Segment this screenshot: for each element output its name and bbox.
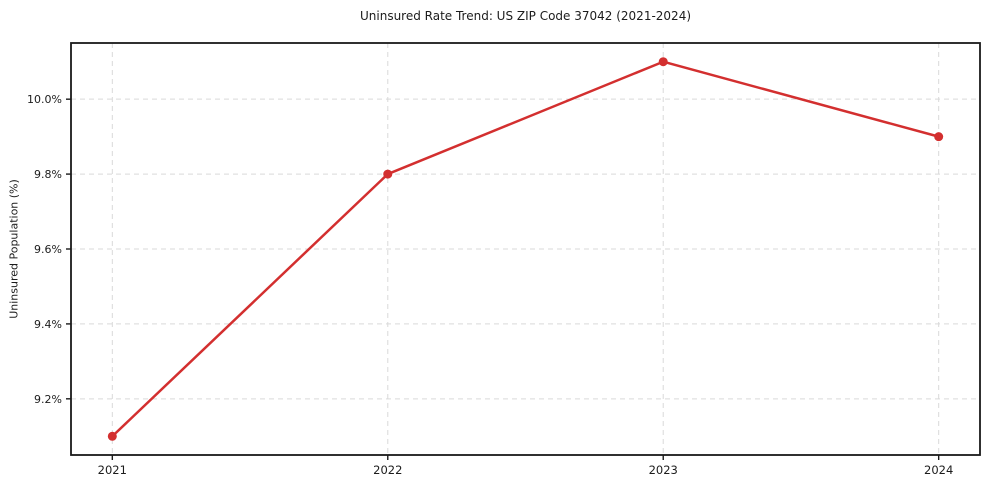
y-tick-label: 9.8%	[34, 168, 62, 181]
x-tick-label: 2023	[649, 463, 678, 477]
data-point-2022	[383, 169, 393, 179]
x-tick-label: 2024	[924, 463, 953, 477]
x-tick-label: 2021	[98, 463, 127, 477]
x-tick-label: 2022	[373, 463, 402, 477]
y-axis-label: Uninsured Population (%)	[7, 179, 21, 319]
trend-line	[111, 60, 940, 438]
y-tick-label: 9.4%	[34, 318, 62, 331]
data-point-2021	[107, 431, 117, 441]
data-point-2023	[658, 57, 668, 67]
y-tick-label: 9.2%	[34, 393, 62, 406]
data-point-2024	[934, 132, 944, 142]
chart-title: Uninsured Rate Trend: US ZIP Code 37042 …	[359, 9, 692, 23]
y-tick-label: 10.0%	[27, 93, 62, 106]
y-tick-label: 9.6%	[34, 243, 62, 256]
